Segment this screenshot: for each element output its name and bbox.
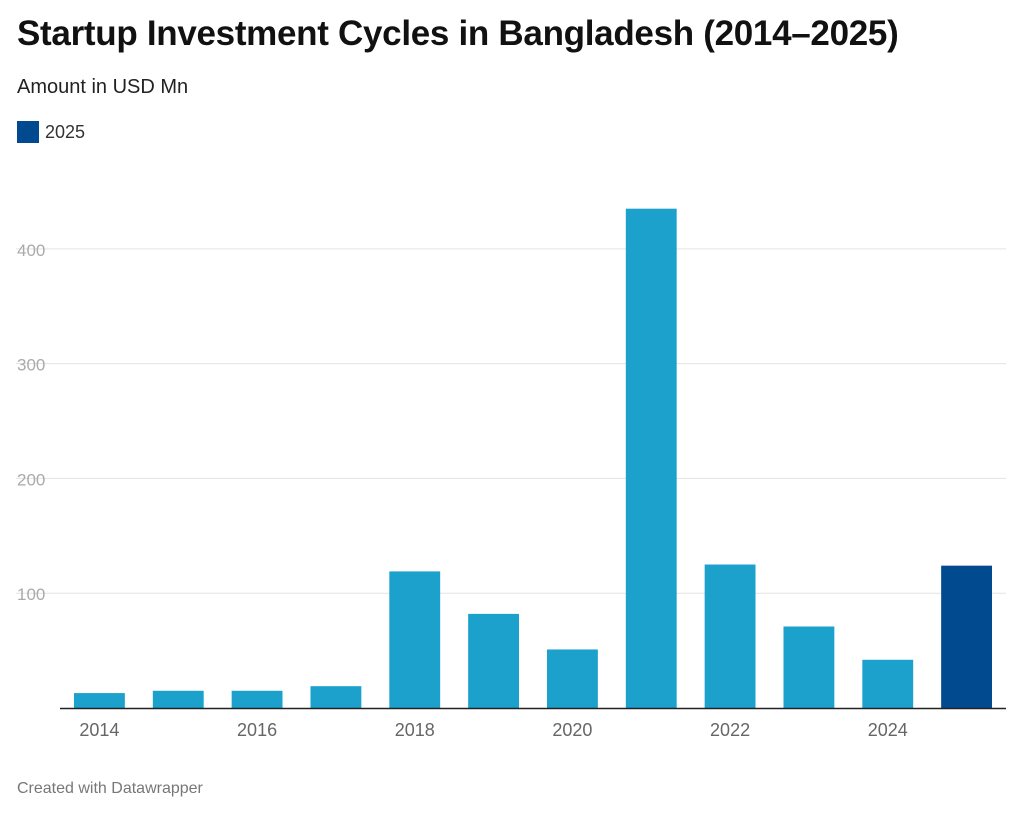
x-tick-label-2014: 2014 [79, 720, 119, 740]
bar-2018 [389, 571, 441, 708]
legend-label: 2025 [45, 121, 86, 142]
bar-2023 [783, 626, 835, 708]
bar-2021 [625, 208, 677, 708]
bar-2016 [231, 690, 283, 708]
bar-2024 [862, 659, 914, 708]
bar-2025 [941, 565, 993, 708]
bar-2020 [546, 649, 598, 708]
bar-2022 [704, 564, 756, 708]
bar-2017 [310, 686, 362, 708]
chart-title: Startup Investment Cycles in Bangladesh … [17, 14, 899, 53]
x-tick-label-2016: 2016 [237, 720, 277, 740]
bar-2015 [152, 690, 204, 708]
x-tick-label-2024: 2024 [868, 720, 908, 740]
y-tick-label-400: 400 [17, 241, 45, 260]
legend: 2025 [17, 121, 85, 143]
x-tick-label-2020: 2020 [552, 720, 592, 740]
y-tick-label-200: 200 [17, 470, 45, 489]
chart-subtitle: Amount in USD Mn [17, 76, 189, 98]
footer-credit: Created with Datawrapper [17, 780, 203, 797]
y-tick-label-300: 300 [17, 356, 45, 375]
x-tick-label-2018: 2018 [395, 720, 435, 740]
legend-swatch [17, 121, 39, 143]
bar-chart: 100 200 300 400 2014 2016 2018 2020 2022 2024 [16, 208, 1006, 740]
bar-2014 [73, 693, 125, 708]
y-tick-label-100: 100 [17, 585, 45, 604]
x-tick-label-2022: 2022 [710, 720, 750, 740]
bar-2019 [468, 613, 520, 708]
